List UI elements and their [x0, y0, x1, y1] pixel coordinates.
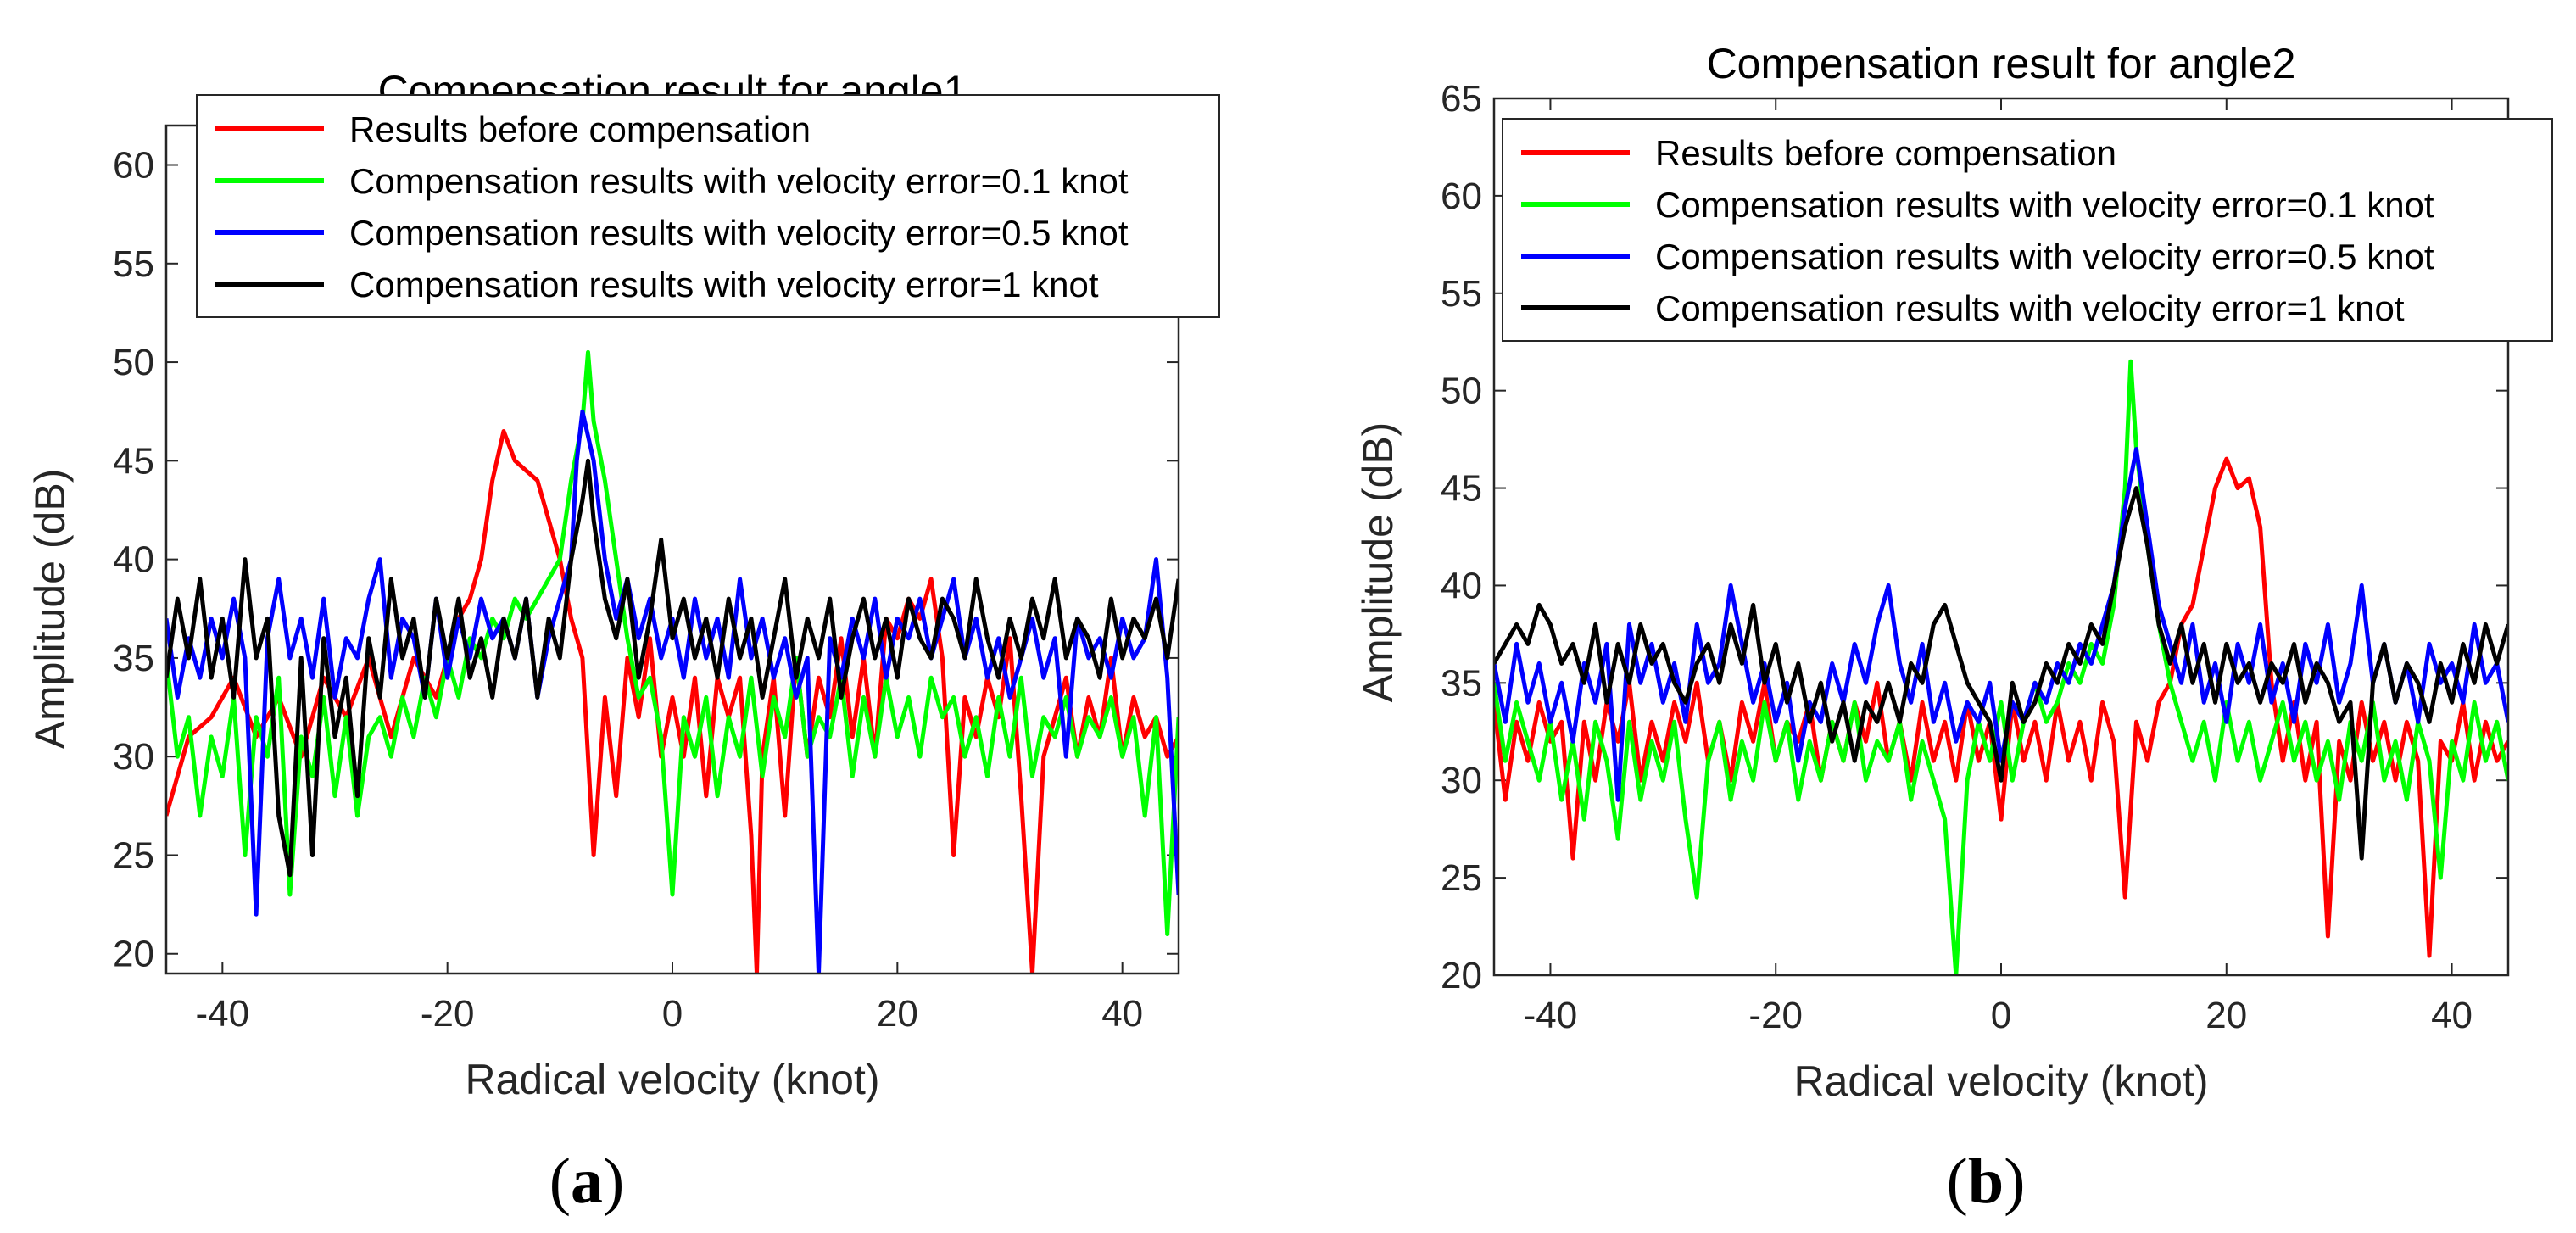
- chart-2: Compensation result for angle2 -40 -20 0 20 4…: [1354, 40, 2553, 1105]
- y-tick-label: 65: [1441, 78, 1482, 120]
- legend-label: Compensation results with velocity error…: [349, 213, 1129, 253]
- series-line-1: [1494, 456, 2508, 958]
- y-tick-label: 55: [113, 243, 154, 285]
- x-tick-label: 20: [2205, 995, 2247, 1036]
- legend-label: Compensation results with velocity error…: [1655, 185, 2434, 225]
- y-tick-label: 50: [113, 342, 154, 383]
- series-line-4: [166, 458, 1179, 878]
- legend-box: [1502, 118, 2553, 342]
- y-tick-label: 40: [113, 539, 154, 581]
- chart-title: Compensation result for angle2: [1707, 40, 2296, 87]
- x-tick-label: -20: [1748, 995, 1803, 1036]
- y-tick-label: 45: [113, 440, 154, 482]
- x-tick-label: -40: [196, 993, 250, 1035]
- x-axis-label: Radical velocity (knot): [1793, 1057, 2208, 1105]
- y-tick-label: 60: [1441, 176, 1482, 217]
- y-axis-label: Amplitude (dB): [1354, 422, 1402, 703]
- y-tick-label: 50: [1441, 371, 1482, 412]
- series-line-3: [166, 409, 1179, 974]
- x-tick-label: 40: [1101, 993, 1143, 1035]
- y-tick-label: 60: [113, 145, 154, 187]
- caption-a: (a): [549, 1146, 625, 1217]
- x-tick-label: 0: [662, 993, 683, 1035]
- series-line-4: [1494, 486, 2508, 861]
- y-tick-label: 35: [1441, 662, 1482, 704]
- series-line-3: [1494, 447, 2508, 802]
- y-tick-label: 35: [113, 638, 154, 679]
- legend-label: Results before compensation: [1655, 133, 2116, 173]
- x-tick-label: -20: [421, 993, 475, 1035]
- x-axis-label: Radical velocity (knot): [465, 1056, 879, 1103]
- legend-label: Compensation results with velocity error…: [349, 265, 1099, 304]
- y-tick-label: 45: [1441, 468, 1482, 510]
- legend: Results before compensation Compensation …: [1502, 118, 2553, 342]
- legend-box: [196, 94, 1220, 318]
- y-tick-label: 30: [1441, 760, 1482, 801]
- legend-label: Compensation results with velocity error…: [1655, 288, 2405, 328]
- legend-label: Compensation results with velocity error…: [1655, 237, 2434, 276]
- x-tick-label: 20: [877, 993, 918, 1035]
- y-tick-label: 40: [1441, 565, 1482, 606]
- x-tick-label: -40: [1524, 995, 1578, 1036]
- y-tick-label: 30: [113, 736, 154, 778]
- y-axis-label: Amplitude (dB): [26, 469, 74, 750]
- x-tick-label: 0: [1991, 995, 2011, 1036]
- y-tick-label: 55: [1441, 273, 1482, 315]
- plot-frame: [1492, 97, 2510, 977]
- chart-1: Compensation result for angle1-40 -20 0 20 4…: [26, 67, 1220, 1103]
- legend: Results before compensation Compensation …: [196, 94, 1220, 318]
- y-tick-label: 25: [1441, 857, 1482, 899]
- caption-b: (b): [1946, 1146, 2026, 1217]
- series-line-2: [166, 349, 1179, 936]
- y-tick-label: 25: [113, 834, 154, 876]
- legend-label: Results before compensation: [349, 109, 811, 149]
- y-tick-label: 20: [1441, 955, 1482, 996]
- legend-label: Compensation results with velocity error…: [349, 161, 1129, 201]
- x-tick-label: 40: [2431, 995, 2473, 1036]
- y-tick-label: 20: [113, 934, 154, 975]
